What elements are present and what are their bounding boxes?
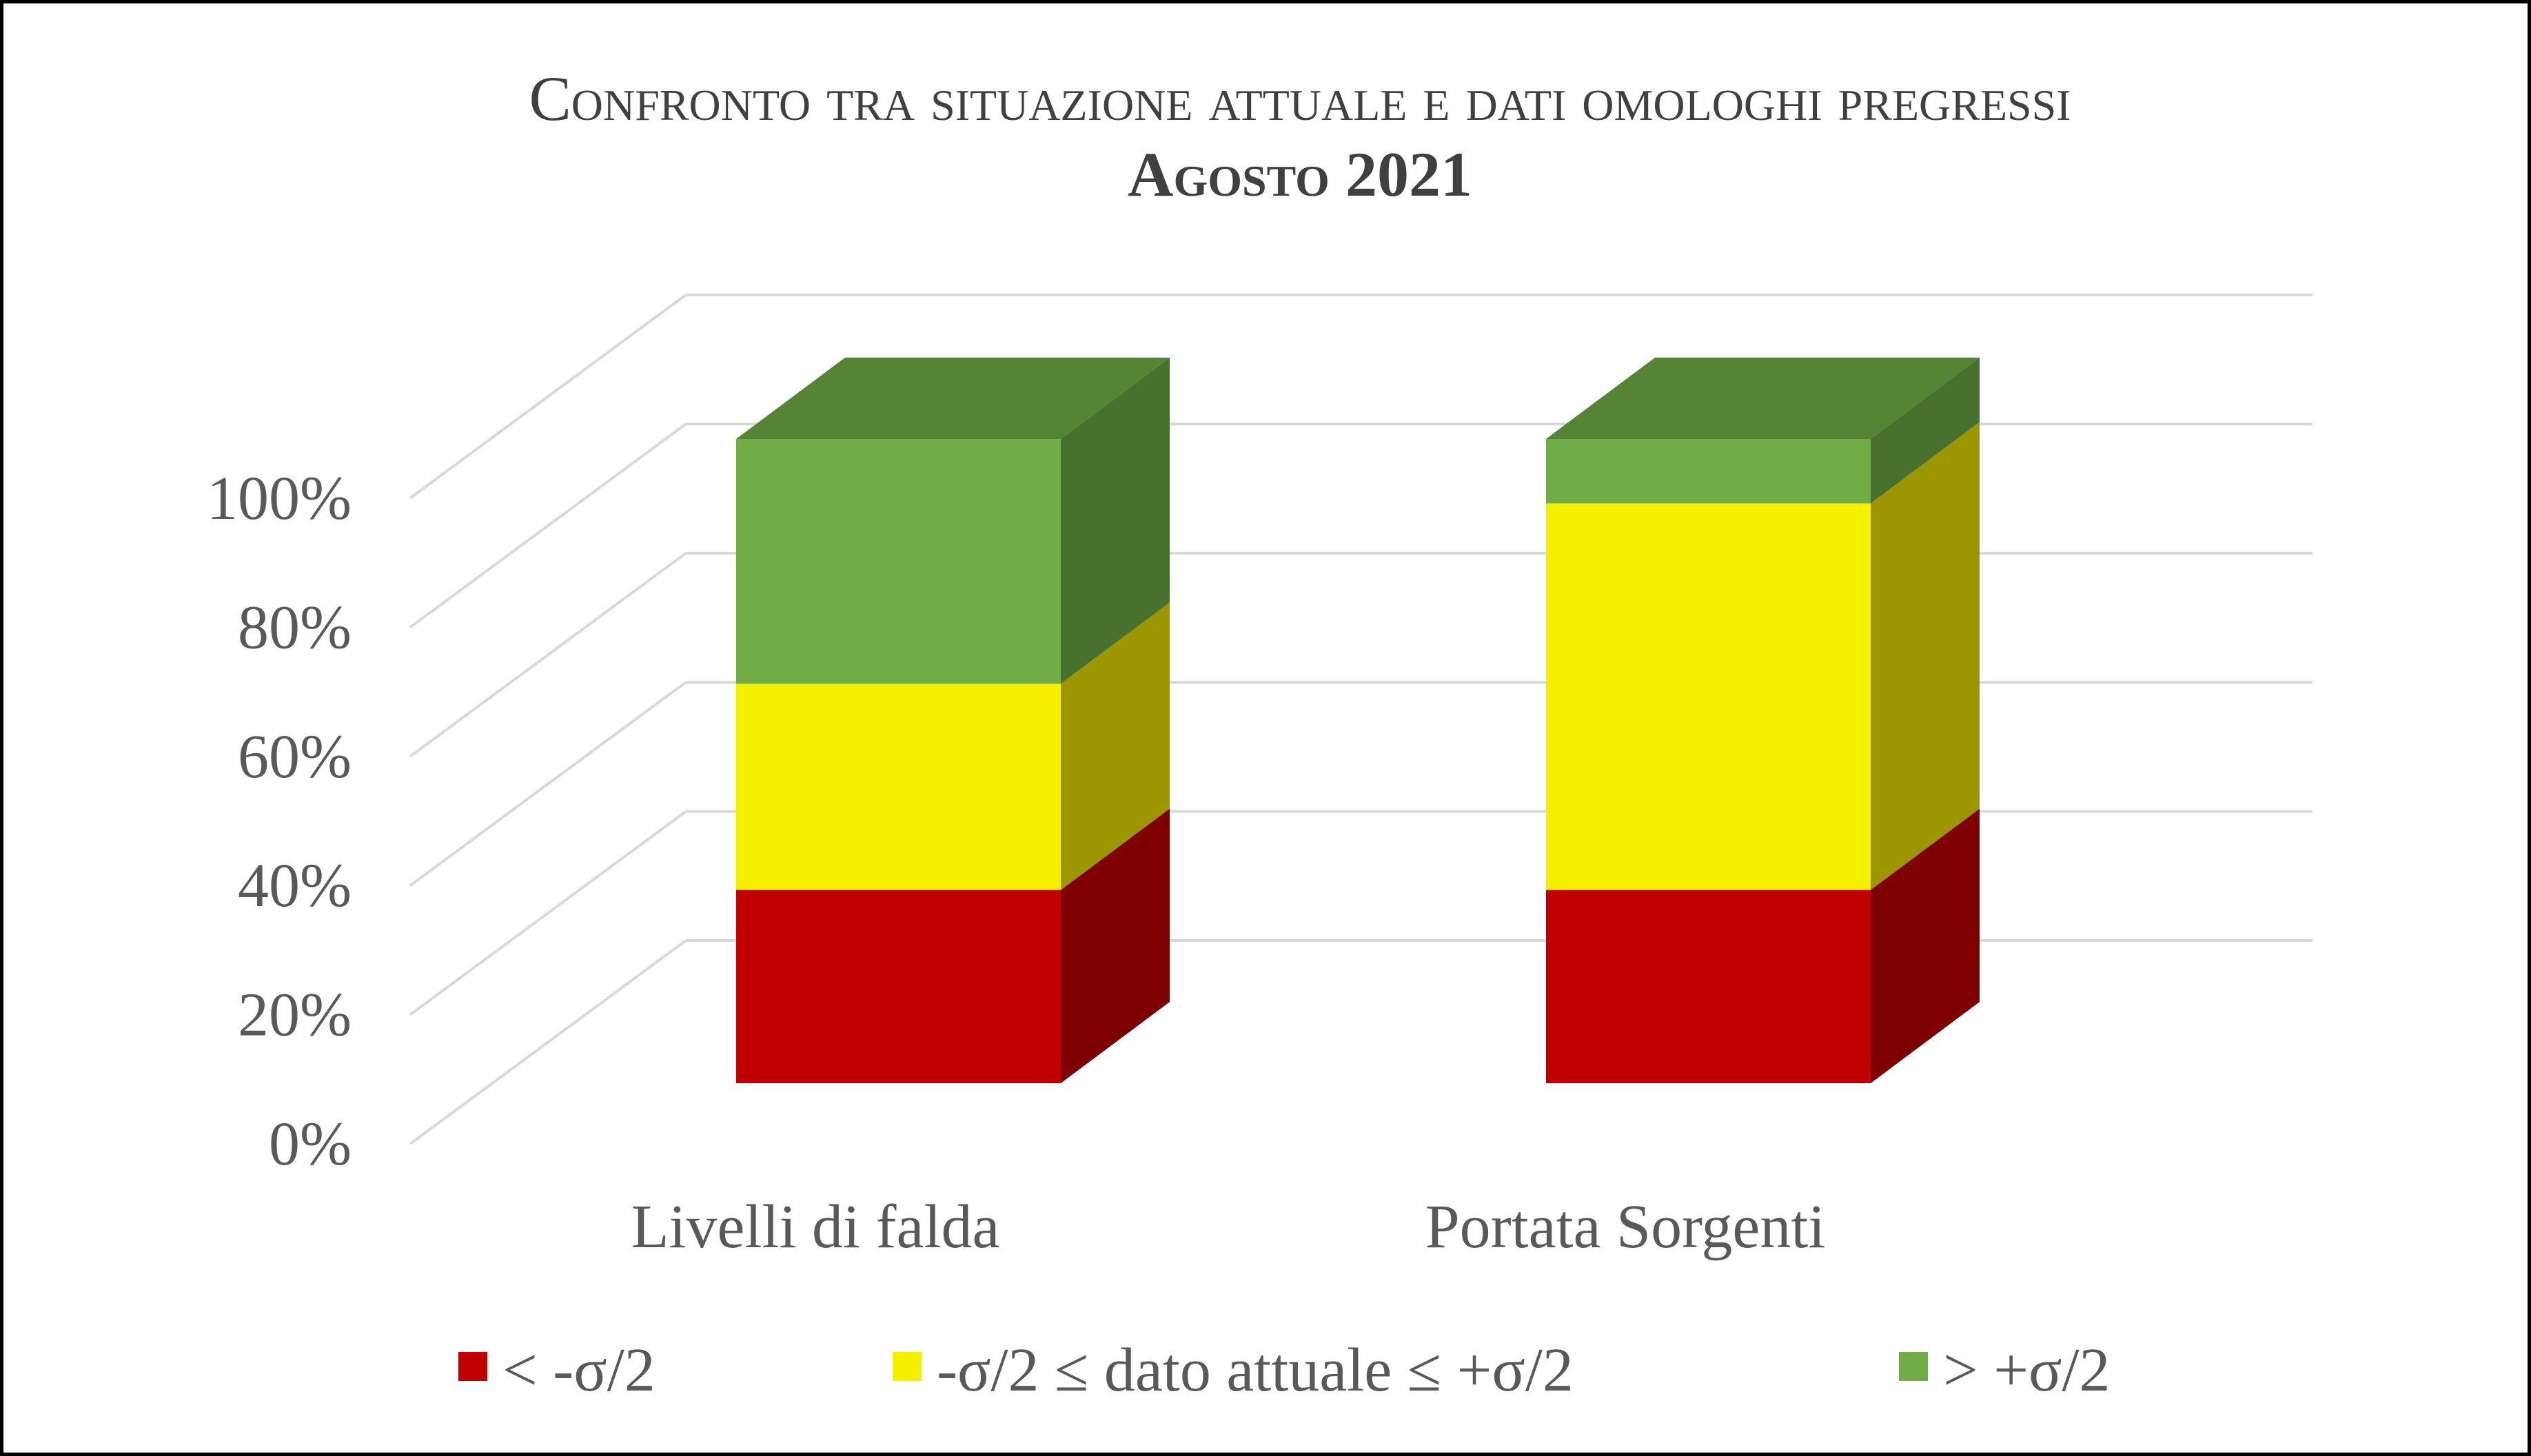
- y-axis-ticks: 0% 20% 40% 60% 80% 100%: [207, 464, 352, 1178]
- y-tick-label: 60%: [238, 723, 352, 791]
- bars-layer: [736, 358, 1980, 1083]
- legend-swatch: [458, 1352, 487, 1381]
- bar-segment: [1546, 422, 1980, 890]
- x-axis-categories: Livelli di falda Portata Sorgenti: [631, 1193, 1826, 1261]
- y-tick-label: 40%: [238, 852, 352, 920]
- legend-item: < -σ/2: [458, 1336, 655, 1404]
- bar-segment: [736, 808, 1170, 1083]
- legend-item: > +σ/2: [1899, 1336, 2111, 1404]
- bar-segment: [1546, 808, 1980, 1083]
- y-tick-label: 0%: [269, 1110, 352, 1178]
- legend: < -σ/2 -σ/2 ≤ dato attuale ≤ +σ/2 > +σ/2: [458, 1336, 2111, 1404]
- y-tick-label: 80%: [238, 593, 352, 662]
- gridline: [409, 294, 2313, 500]
- chart-subtitle: Agosto 2021: [1128, 139, 1472, 209]
- gridline: [409, 681, 2313, 887]
- legend-swatch: [893, 1352, 922, 1381]
- bar-segment: [1546, 358, 1980, 504]
- y-tick-label: 100%: [207, 464, 352, 533]
- legend-label: < -σ/2: [502, 1336, 655, 1404]
- grid-layer: [409, 294, 2313, 1145]
- gridline: [409, 551, 2313, 758]
- legend-swatch: [1899, 1352, 1928, 1381]
- legend-label: -σ/2 ≤ dato attuale ≤ +σ/2: [937, 1336, 1574, 1404]
- gridline: [409, 422, 2313, 629]
- chart-title: Confronto tra situazione attuale e dati …: [529, 63, 2071, 134]
- x-category-label: Portata Sorgenti: [1425, 1193, 1826, 1261]
- legend-item: -σ/2 ≤ dato attuale ≤ +σ/2: [893, 1336, 1574, 1404]
- legend-label: > +σ/2: [1943, 1336, 2111, 1404]
- bar-segment: [736, 358, 1170, 684]
- x-category-label: Livelli di falda: [631, 1193, 1000, 1261]
- gridline: [409, 939, 2313, 1145]
- y-tick-label: 20%: [238, 981, 352, 1049]
- bar-segment: [736, 602, 1170, 890]
- gridline: [409, 810, 2313, 1016]
